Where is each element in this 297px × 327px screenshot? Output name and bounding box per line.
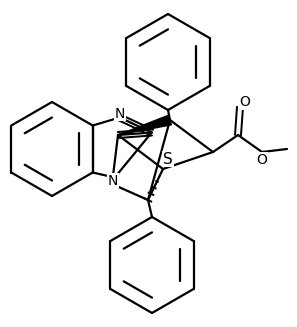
Polygon shape (118, 115, 171, 135)
Text: O: O (240, 95, 250, 109)
Text: N: N (115, 107, 125, 121)
Text: N: N (108, 174, 118, 187)
Text: S: S (163, 151, 173, 166)
Text: O: O (257, 153, 267, 167)
